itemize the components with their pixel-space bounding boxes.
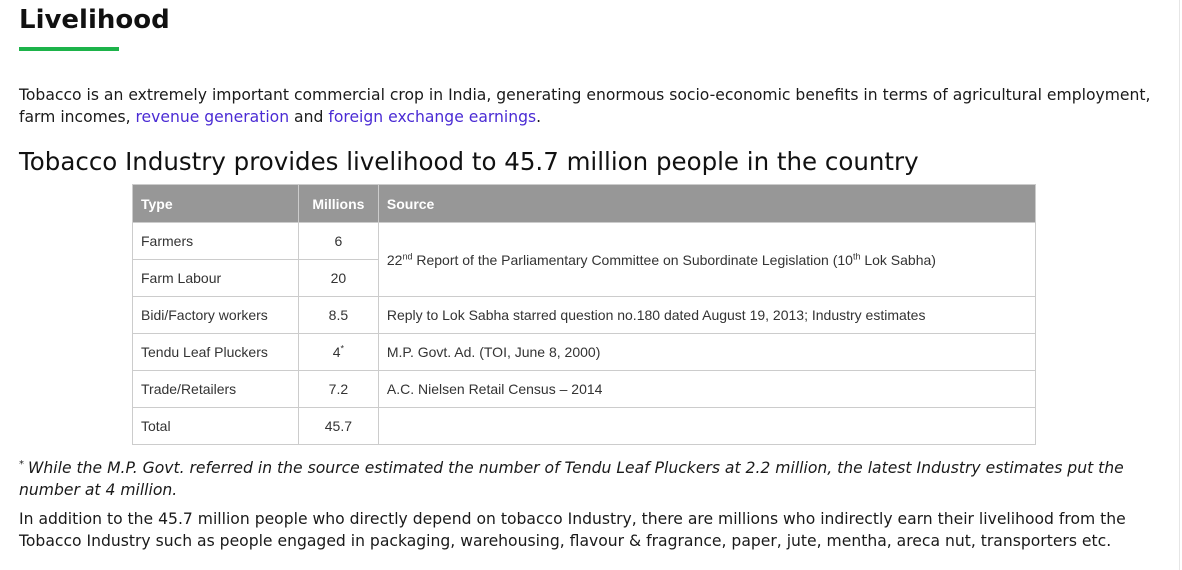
revenue-generation-link[interactable]: revenue generation <box>135 108 290 126</box>
footnote: * While the M.P. Govt. referred in the so… <box>19 454 1159 501</box>
source-cell: A.C. Nielsen Retail Census – 2014 <box>377 370 1037 408</box>
page-edge-divider <box>1179 0 1180 570</box>
type-cell: Farm Labour <box>132 259 299 297</box>
table-row: Trade/Retailers 7.2 A.C. Nielsen Retail … <box>132 370 1037 408</box>
footnote-star: * <box>19 459 24 470</box>
millions-cell: 20 <box>297 259 379 297</box>
section-heading: Tobacco Industry provides livelihood to … <box>19 147 919 176</box>
header-millions: Millions <box>297 184 379 223</box>
intro-text-end: . <box>536 108 542 126</box>
source-text: 22 <box>386 251 403 268</box>
table-row: Farm Labour 20 <box>132 259 1036 297</box>
source-cell: M.P. Govt. Ad. (TOI, June 8, 2000) <box>377 333 1037 371</box>
type-cell: Farmers <box>132 222 299 260</box>
source-cell <box>377 407 1037 445</box>
millions-cell: 8.5 <box>297 296 379 334</box>
millions-cell: 7.2 <box>297 370 379 408</box>
type-cell: Total <box>132 407 299 445</box>
page-title: Livelihood <box>19 5 170 35</box>
footnote-marker: * <box>340 343 345 354</box>
type-cell: Bidi/Factory workers <box>132 296 299 334</box>
header-source: Source <box>377 184 1037 223</box>
source-cell: Reply to Lok Sabha starred question no.1… <box>377 296 1037 334</box>
intro-text-start: Tobacco is an extremely important commer… <box>19 86 1151 126</box>
livelihood-table: Type Millions Source Farmers 6 22nd Repo… <box>132 184 1037 445</box>
footnote-text: While the M.P. Govt. referred in the sou… <box>19 459 1124 500</box>
millions-cell: 45.7 <box>297 407 379 445</box>
intro-text-between: and <box>289 108 329 126</box>
table-header-row: Type Millions Source <box>132 184 1037 223</box>
foreign-exchange-link[interactable]: foreign exchange earnings <box>328 108 537 126</box>
closing-paragraph: In addition to the 45.7 million people w… <box>19 510 1126 550</box>
type-cell: Trade/Retailers <box>132 370 299 408</box>
title-underline <box>19 47 119 51</box>
superscript: th <box>852 250 861 261</box>
millions-cell: 6 <box>297 222 379 260</box>
source-text: Report of the Parliamentary Committee on… <box>412 251 853 268</box>
source-text: Lok Sabha) <box>860 251 936 268</box>
millions-cell: 4* <box>297 333 379 371</box>
intro-paragraph: Tobacco is an extremely important commer… <box>19 84 1159 128</box>
header-type: Type <box>132 184 299 223</box>
table-row: Tendu Leaf Pluckers 4* M.P. Govt. Ad. (T… <box>132 333 1037 371</box>
superscript: nd <box>402 250 413 261</box>
source-cell: 22nd Report of the Parliamentary Committ… <box>377 222 1037 297</box>
table-row: Farmers 6 22nd Report of the Parliamenta… <box>132 222 1037 297</box>
table-row: Bidi/Factory workers 8.5 Reply to Lok Sa… <box>132 296 1037 334</box>
type-cell: Tendu Leaf Pluckers <box>132 333 299 371</box>
table-row-total: Total 45.7 <box>132 407 1037 445</box>
millions-value: 4 <box>332 344 341 360</box>
